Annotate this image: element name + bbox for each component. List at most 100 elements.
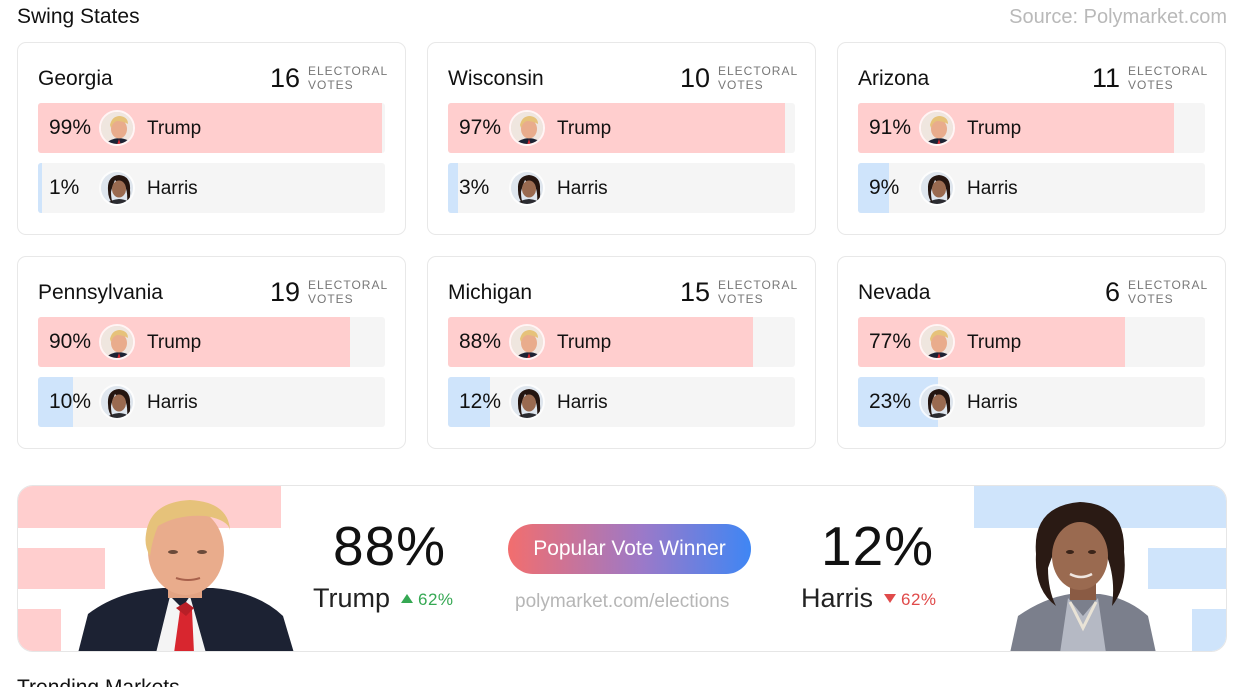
trump-popular-pct: 88% <box>333 515 447 577</box>
state-card-michigan[interactable]: Michigan 15 ELECTORAL VOTES 88% Trump 12% Harri… <box>427 256 816 449</box>
harris-label: Harris <box>147 178 198 199</box>
decor-stripe <box>18 548 105 589</box>
state-card-nevada[interactable]: Nevada 6 ELECTORAL VOTES 77% Trump 23% Harris <box>837 256 1226 449</box>
trump-label: Trump <box>147 332 202 353</box>
trump-odds-pct: 88% <box>459 330 502 353</box>
harris-odds-bar <box>858 163 890 213</box>
state-name: Arizona <box>858 67 930 90</box>
trump-label: Trump <box>967 332 1022 353</box>
elections-url[interactable]: polymarket.com/elections <box>515 591 730 612</box>
trump-avatar <box>99 324 135 360</box>
electoral-votes-label: ELECTORAL VOTES <box>308 64 389 92</box>
trending-markets-title: Trending Markets <box>17 676 180 687</box>
state-name: Michigan <box>448 281 533 304</box>
electoral-votes-count: 19 <box>269 277 300 307</box>
trump-odds-bar <box>448 103 785 153</box>
trump-odds-row[interactable]: 77% Trump <box>858 317 1205 367</box>
trump-avatar <box>509 110 545 146</box>
trump-odds-row[interactable]: 88% Trump <box>448 317 795 367</box>
harris-odds-row[interactable]: 12% Harris <box>448 377 795 427</box>
harris-delta: 62% <box>884 590 937 610</box>
trump-avatar <box>99 110 135 146</box>
trump-label: Trump <box>557 118 612 139</box>
trump-odds-row[interactable]: 97% Trump <box>448 103 795 153</box>
harris-label: Harris <box>967 178 1018 199</box>
harris-odds-pct: 23% <box>869 390 912 413</box>
harris-odds-row[interactable]: 10% Harris <box>38 377 385 427</box>
trump-odds-pct: 99% <box>49 116 92 139</box>
harris-avatar <box>99 170 135 206</box>
harris-label: Harris <box>557 392 608 413</box>
trump-label: Trump <box>147 118 202 139</box>
harris-name: Harris <box>801 583 873 613</box>
electoral-votes-count: 16 <box>269 63 300 93</box>
trump-odds-row[interactable]: 90% Trump <box>38 317 385 367</box>
trump-odds-bar <box>858 103 1174 153</box>
electoral-votes-count: 11 <box>1091 63 1120 93</box>
electoral-votes-count: 15 <box>679 277 710 307</box>
state-name: Georgia <box>38 67 113 90</box>
harris-avatar <box>509 170 545 206</box>
state-card-georgia[interactable]: Georgia 16 ELECTORAL VOTES 99% Trump 1% Harris <box>17 42 406 235</box>
trump-odds-bar <box>38 103 382 153</box>
trump-avatar <box>919 110 955 146</box>
electoral-votes-label: ELECTORAL VOTES <box>718 278 799 306</box>
trump-label: Trump <box>557 332 612 353</box>
trump-odds-pct: 77% <box>869 330 912 353</box>
harris-avatar <box>509 384 545 420</box>
harris-odds-pct: 10% <box>49 390 92 413</box>
source-link[interactable]: Source: Polymarket.com <box>1009 6 1227 28</box>
decor-stripe <box>18 486 281 528</box>
harris-label: Harris <box>557 178 608 199</box>
harris-portrait <box>1010 502 1156 651</box>
electoral-votes-count: 6 <box>1104 277 1120 307</box>
trump-odds-row[interactable]: 99% Trump <box>38 103 385 153</box>
state-card-wisconsin[interactable]: Wisconsin 10 ELECTORAL VOTES 97% Trump 3% Harri… <box>427 42 816 235</box>
harris-avatar <box>919 170 955 206</box>
decor-stripe <box>18 609 61 651</box>
harris-odds-row[interactable]: 9% Harris <box>858 163 1205 213</box>
harris-odds-bar <box>448 377 490 427</box>
trump-portrait <box>78 500 294 651</box>
state-name: Wisconsin <box>448 67 544 90</box>
harris-label: Harris <box>147 392 198 413</box>
state-card-arizona[interactable]: Arizona 11 ELECTORAL VOTES 91% Trump 9% Harris <box>837 42 1226 235</box>
decor-stripe <box>1148 548 1226 589</box>
trump-odds-bar <box>448 317 754 367</box>
electoral-votes-label: ELECTORAL VOTES <box>718 64 799 92</box>
trump-delta: 62% <box>401 590 454 610</box>
harris-odds-bar <box>38 163 42 213</box>
electoral-votes-count: 10 <box>679 63 710 93</box>
trump-avatar <box>919 324 955 360</box>
harris-avatar <box>99 384 135 420</box>
harris-label: Harris <box>967 392 1018 413</box>
state-name: Pennsylvania <box>38 281 163 304</box>
popular-vote-banner[interactable]: 88% Trump 62% Popular Vote Winner polyma… <box>17 485 1227 652</box>
harris-odds-pct: 12% <box>459 390 502 413</box>
harris-odds-bar <box>448 163 459 213</box>
trump-odds-pct: 97% <box>459 116 502 139</box>
down-arrow-icon <box>884 594 896 603</box>
harris-odds-pct: 1% <box>49 176 80 199</box>
harris-avatar <box>919 384 955 420</box>
decor-stripe <box>1192 609 1226 651</box>
electoral-votes-label: ELECTORAL VOTES <box>308 278 389 306</box>
trump-odds-bar <box>858 317 1126 367</box>
harris-odds-pct: 9% <box>869 176 900 199</box>
harris-odds-pct: 3% <box>459 176 490 199</box>
state-card-pennsylvania[interactable]: Pennsylvania 19 ELECTORAL VOTES 90% Trump 10% H… <box>17 256 406 449</box>
electoral-votes-label: ELECTORAL VOTES <box>1128 278 1209 306</box>
popular-vote-winner-badge[interactable]: Popular Vote Winner <box>508 524 751 574</box>
harris-odds-row[interactable]: 1% Harris <box>38 163 385 213</box>
up-arrow-icon <box>401 594 413 603</box>
trump-odds-pct: 91% <box>869 116 912 139</box>
trump-label: Trump <box>967 118 1022 139</box>
harris-odds-row[interactable]: 23% Harris <box>858 377 1205 427</box>
section-title: Swing States <box>17 5 140 28</box>
trump-odds-row[interactable]: 91% Trump <box>858 103 1205 153</box>
state-name: Nevada <box>858 281 931 304</box>
trump-avatar <box>509 324 545 360</box>
trump-odds-pct: 90% <box>49 330 92 353</box>
trump-name: Trump <box>313 583 391 613</box>
harris-odds-row[interactable]: 3% Harris <box>448 163 795 213</box>
